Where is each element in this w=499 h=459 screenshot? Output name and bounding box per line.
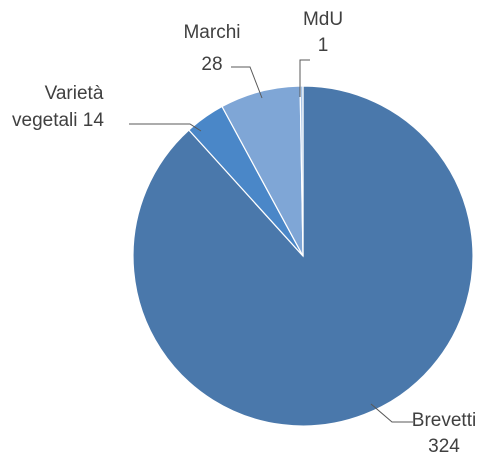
label-marchi-value: 28: [201, 54, 222, 75]
pie-slices: [132, 85, 474, 427]
label-varieta-name: Varietà: [45, 83, 104, 104]
label-brevetti-name: Brevetti: [412, 410, 476, 431]
label-mdu-value: 1: [318, 35, 329, 56]
label-marchi-name: Marchi: [183, 22, 240, 43]
label-varieta-name-line2: vegetali 14: [12, 110, 104, 131]
label-brevetti-value: 324: [428, 436, 460, 457]
label-mdu-name: MdU: [303, 9, 343, 30]
leader-line-marchi: [231, 66, 263, 99]
leader-line-brevetti: [370, 403, 413, 423]
leader-line-mdu: [299, 59, 310, 97]
leader-line-varieta: [129, 123, 202, 132]
